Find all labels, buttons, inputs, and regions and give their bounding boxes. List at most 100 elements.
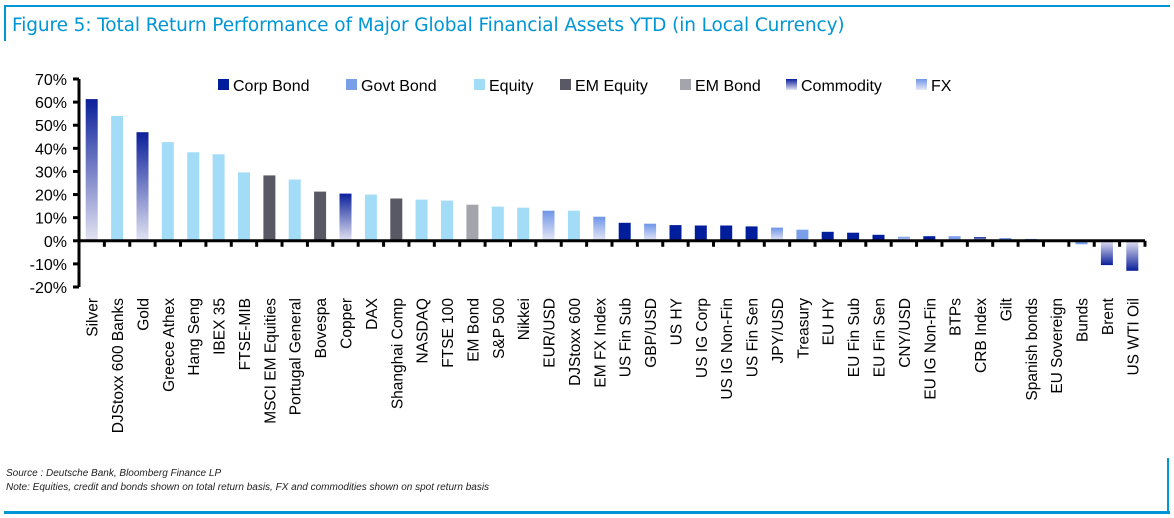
y-tick-label: 60% [35,95,67,112]
x-tick-label: US HY [668,298,685,345]
y-tick-label: 10% [35,211,67,228]
x-tick-label: EU Sovereign [1049,298,1066,394]
x-tick-label: EU Fin Sub [846,298,863,377]
legend-label: Govt Bond [361,78,437,95]
bars-group [85,99,1139,271]
x-tick-label: US Fin Sub [618,298,635,377]
x-tick-label: US Fin Sen [745,298,762,377]
bar-gold [136,132,149,241]
x-tick-label: NASDAQ [415,298,432,363]
x-tick-label: CRB Index [973,298,990,373]
x-tick-label: Portugal General [288,298,305,415]
legend-label: Corp Bond [233,78,310,95]
legend-label: Equity [489,78,533,95]
x-tick-label: JPY/USD [770,298,787,363]
x-tick-label: Nikkei [516,298,533,340]
x-tick-label: Copper [339,298,356,349]
y-tick-label: -10% [30,257,67,274]
legend: Corp Bond Govt Bond Equity EM Equity EM Bond… [218,78,952,95]
bar-us-hy [669,225,682,241]
frame-top-border [4,5,1170,7]
axes-group [77,79,1147,287]
legend-label: FX [931,78,952,95]
bar-nikkei [517,207,530,241]
bar-treasury [796,229,809,241]
x-tick-label: EM Bond [465,298,482,362]
x-tick-label: GBP/USD [643,298,660,368]
legend-swatch [560,79,571,90]
bar-djstoxx-600 [567,210,580,241]
legend-swatch [916,79,927,90]
x-tick-label: Shanghai Comp [389,298,406,409]
methodology-note: Note: Equities, credit and bonds shown o… [6,482,490,493]
bar-crb-index [974,237,986,241]
x-tick-label: US IG Non-Fin [719,298,736,400]
bar-jpy-usd [771,227,783,241]
bar-shanghai-comp [390,198,403,241]
y-tick-label: 70% [35,72,67,89]
bar-gbp-usd [644,223,657,241]
bar-eu-hy [821,231,834,241]
frame-right-border [1167,458,1169,513]
x-tick-label: DJStoxx 600 Banks [110,298,127,434]
x-tick-label: Hang Seng [186,298,203,376]
bar-bunds [1075,240,1088,245]
x-tick-label: S&P 500 [491,298,508,359]
x-tick-label: Brent [1100,297,1117,335]
legend-swatch [786,79,797,90]
bar-greece-athex [161,142,174,241]
bar-us-ig-corp [694,225,707,241]
bar-us-wti-oil [1126,240,1139,271]
legend-label: Commodity [801,78,882,95]
bar-btps [948,236,961,241]
bar-msci-em-equities [263,175,276,241]
bar-us-fin-sen [745,226,758,241]
frame-bottom-border [4,511,1170,514]
bar-em-fx-index [593,216,606,241]
legend-swatch [346,79,357,90]
x-tick-label: IBEX 35 [212,298,229,355]
y-tick-label: 0% [44,234,67,251]
y-tick-label: 40% [35,141,67,158]
bar-em-bond [466,204,479,241]
x-tick-label: BTPs [948,298,965,336]
bar-silver [85,99,98,241]
x-tick-label: MSCI EM Equities [262,298,279,424]
bar-dax [364,194,377,241]
x-tick-label: EM FX Index [592,298,609,388]
x-tick-label: EU IG Non-Fin [922,298,939,400]
bar-ftse-100 [441,200,453,241]
bar-eu-ig-non-fin [923,236,936,241]
x-tick-label: US WTI Oil [1125,298,1142,376]
bar-hang-seng [187,152,200,241]
y-tick-label: 20% [35,188,67,205]
bar-ibex-35 [212,154,225,241]
x-tick-label: EU HY [821,298,838,345]
bar-djstoxx-600-banks [111,116,124,241]
x-tick-label: FTSE-MIB [237,298,254,370]
legend-label: EM Equity [575,78,648,95]
source-note: Source : Deutsche Bank, Bloomberg Financ… [6,468,222,479]
bar-us-fin-sub [618,222,631,241]
y-tick-label: 50% [35,118,67,135]
bar-copper [339,193,352,241]
x-tick-label: Spanish bonds [1024,298,1041,401]
bar-eu-fin-sen [872,234,885,241]
legend-label: EM Bond [695,78,761,95]
x-tick-label: EUR/USD [542,298,559,368]
x-tick-label: US IG Corp [694,298,711,378]
bar-cny-usd [897,236,910,241]
bar-ftse-mib [238,172,250,241]
legend-swatch [680,79,691,90]
x-tick-label: FTSE 100 [440,298,457,368]
x-tick-label: Bovespa [313,298,330,359]
frame-left-border [4,5,6,41]
bar-s-p-500 [491,206,504,241]
x-tick-label: Gold [135,298,152,331]
figure-title: Figure 5: Total Return Performance of Ma… [12,15,845,36]
bar-us-ig-non-fin [720,225,733,241]
y-tick-label: 30% [35,164,67,181]
x-tick-label: EU Fin Sen [872,298,889,377]
x-tick-label: DJStoxx 600 [567,298,584,386]
legend-swatch [218,79,229,90]
